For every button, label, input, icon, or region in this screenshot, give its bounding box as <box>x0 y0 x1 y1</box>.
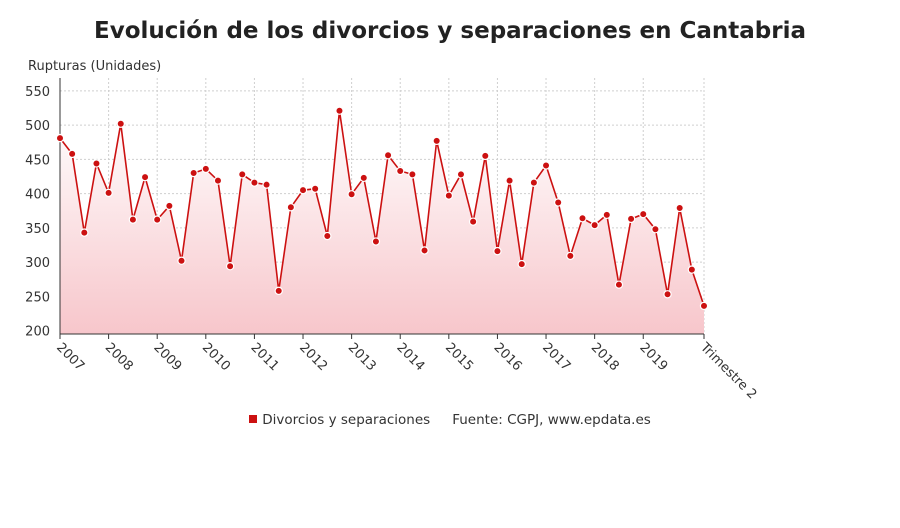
data-point <box>286 203 296 212</box>
y-tick-label: 350 <box>25 222 50 237</box>
data-point <box>420 246 429 255</box>
data-point <box>663 290 672 299</box>
y-axis-label: Rupturas (Unidades) <box>28 59 162 74</box>
data-point <box>359 173 368 183</box>
data-point <box>639 209 648 219</box>
y-tick-label: 500 <box>25 119 50 134</box>
x-tick-label: 2017 <box>539 340 573 374</box>
data-point <box>553 198 563 207</box>
x-tick-label: 2015 <box>442 340 476 374</box>
data-point <box>505 176 514 185</box>
y-tick-label: 300 <box>25 256 50 271</box>
data-point <box>116 119 125 128</box>
data-point <box>177 256 186 265</box>
data-point <box>165 201 174 211</box>
y-tick-label: 400 <box>25 188 50 203</box>
data-point <box>371 237 381 246</box>
x-tick-label: 2007 <box>53 340 87 374</box>
data-point <box>529 178 539 187</box>
data-point <box>128 215 138 224</box>
data-point <box>55 133 65 143</box>
data-point <box>566 251 575 261</box>
x-tick-label: 2019 <box>636 340 670 374</box>
data-point <box>383 151 393 160</box>
data-point <box>408 170 417 179</box>
data-point <box>201 164 211 174</box>
x-tick-label: 2008 <box>102 340 136 374</box>
data-point <box>104 188 113 198</box>
series-points-layer <box>55 106 709 311</box>
data-point <box>468 217 478 226</box>
legend: Divorcios y separaciones Fuente: CGPJ, ww… <box>0 412 900 428</box>
data-point <box>444 191 454 200</box>
area-fill-layer <box>60 110 704 334</box>
data-point <box>541 161 551 170</box>
x-tick-label: 2012 <box>296 340 330 374</box>
data-point <box>481 151 490 161</box>
data-point <box>238 170 247 179</box>
data-point <box>310 184 320 193</box>
data-point <box>687 265 697 274</box>
y-tick-label: 200 <box>25 325 50 340</box>
y-tick-label: 250 <box>25 290 50 305</box>
data-point <box>80 228 89 237</box>
axes <box>59 78 705 339</box>
data-point <box>626 214 636 224</box>
data-point <box>590 220 599 230</box>
data-point <box>189 168 198 178</box>
data-point <box>153 215 162 224</box>
data-point <box>298 185 308 195</box>
series-area <box>60 110 704 334</box>
data-point <box>651 225 660 234</box>
data-point <box>699 301 709 311</box>
data-point <box>92 159 101 168</box>
data-point <box>262 180 271 189</box>
source-note: Fuente: CGPJ, www.epdata.es <box>452 412 651 428</box>
data-point <box>517 259 526 269</box>
legend-series-label[interactable]: Divorcios y separaciones <box>262 412 431 428</box>
x-tick-label: Trimestre 2 <box>696 340 759 403</box>
data-point <box>675 203 684 213</box>
chart-title: Evolución de los divorcios y separacione… <box>93 18 807 44</box>
data-point <box>67 149 77 159</box>
x-tick-label: 2010 <box>199 340 233 374</box>
data-point <box>347 190 356 199</box>
data-point <box>578 214 587 223</box>
x-tick-label: 2018 <box>588 340 622 374</box>
x-tick-label: 2014 <box>393 340 427 374</box>
data-point <box>493 246 502 256</box>
data-point <box>335 106 344 115</box>
x-tick-label: 2011 <box>248 340 282 374</box>
x-tick-label: 2009 <box>150 340 184 374</box>
data-point <box>250 178 259 187</box>
data-point <box>456 170 466 179</box>
data-point <box>140 172 150 182</box>
y-tick-label: 550 <box>25 85 50 100</box>
legend-swatch <box>249 415 258 423</box>
data-point <box>225 261 235 271</box>
data-point <box>432 136 441 146</box>
x-tick-label: 2016 <box>491 340 525 374</box>
data-point <box>274 286 283 296</box>
x-tick-label: 2013 <box>345 340 379 374</box>
data-point <box>614 280 624 289</box>
y-tick-label: 450 <box>25 153 50 168</box>
data-point <box>213 176 223 185</box>
data-point <box>323 231 332 241</box>
data-point <box>396 166 405 176</box>
data-point <box>602 210 611 220</box>
